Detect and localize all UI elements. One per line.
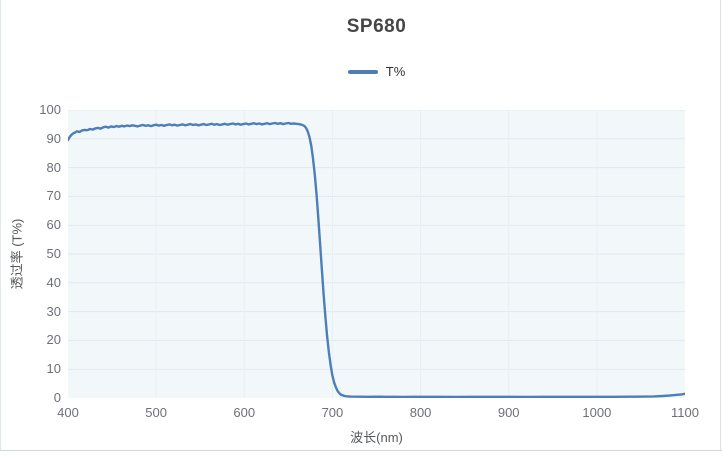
card-border-bottom xyxy=(0,450,722,451)
x-tick-label: 900 xyxy=(497,405,520,420)
legend-item-t-percent[interactable]: T% xyxy=(347,64,406,79)
legend: T% xyxy=(68,64,685,79)
plot-area xyxy=(68,110,685,398)
y-axis-name: 透过率 (T%) xyxy=(9,218,25,290)
legend-label: T% xyxy=(385,64,406,79)
y-tick-label: 40 xyxy=(46,274,61,290)
y-tick-label: 100 xyxy=(39,102,61,117)
x-tick-label: 500 xyxy=(145,405,167,420)
card-border-left xyxy=(0,0,1,450)
x-tick-label: 1100 xyxy=(671,405,699,420)
legend-line-swatch xyxy=(347,69,378,74)
x-tick-label: 1000 xyxy=(582,405,612,420)
x-tick-label: 700 xyxy=(321,405,344,420)
y-tick-label: 80 xyxy=(46,159,61,175)
plot-svg xyxy=(68,110,685,398)
y-tick-label: 50 xyxy=(46,246,61,261)
y-tick-label: 30 xyxy=(46,303,61,319)
y-tick-label: 10 xyxy=(46,361,61,377)
y-tick-label: 90 xyxy=(46,130,61,146)
y-tick-label: 70 xyxy=(46,188,61,204)
y-tick-label: 60 xyxy=(46,217,61,233)
x-tick-label: 600 xyxy=(233,405,256,420)
y-tick-label: 20 xyxy=(46,332,61,348)
x-axis-name: 波长(nm) xyxy=(350,430,403,445)
y-tick-label: 0 xyxy=(53,390,61,405)
x-tick-label: 400 xyxy=(57,405,79,420)
card-border-right xyxy=(720,0,721,450)
chart-title: SP680 xyxy=(346,16,407,37)
x-tick-label: 800 xyxy=(409,405,432,420)
